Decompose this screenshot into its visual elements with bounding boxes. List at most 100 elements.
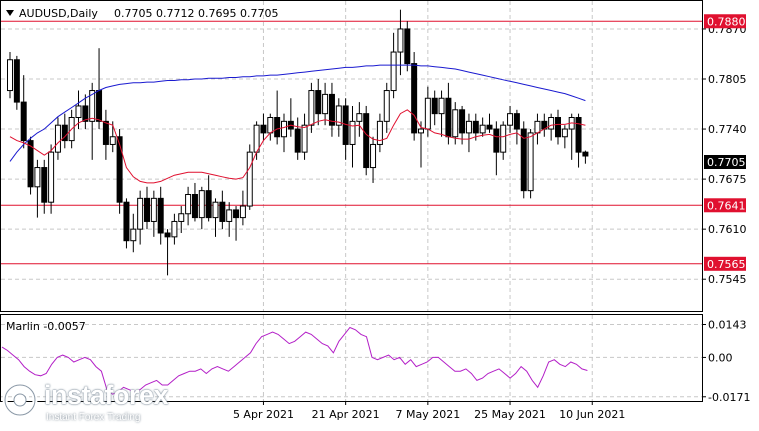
time-tick-label: 21 Apr 2021 xyxy=(312,408,380,421)
candle-bull xyxy=(335,105,342,126)
candle-bear xyxy=(233,209,240,219)
watermark-logo xyxy=(0,370,200,427)
time-axis: 5 Apr 2021 21 Apr 2021 7 May 2021 25 May 20… xyxy=(233,401,625,421)
candle-bull xyxy=(418,128,424,134)
candle-bull xyxy=(48,151,55,203)
time-tick-label: 7 May 2021 xyxy=(395,408,460,421)
candle-bear xyxy=(13,59,20,103)
level-tag-bg xyxy=(704,198,746,213)
candle-bull xyxy=(424,97,431,130)
price-tick-label: 0.7740 xyxy=(708,123,747,136)
indicator-grid xyxy=(1,324,702,398)
candle-bull xyxy=(267,117,274,134)
candle-bear xyxy=(431,97,438,115)
time-tick-label: 5 Apr 2021 xyxy=(233,408,294,421)
indicator-label: Marlin -0.0057 xyxy=(6,320,86,333)
candle-bear xyxy=(459,109,466,134)
candle-bull xyxy=(89,90,96,122)
candle-bull xyxy=(185,194,192,215)
candle-bull xyxy=(34,167,41,188)
candle-bear xyxy=(555,117,561,138)
candle-bull xyxy=(198,190,205,219)
level-tag-bg xyxy=(704,14,746,29)
current-price-tag: 0.7705 xyxy=(707,156,746,169)
candle-bear xyxy=(404,28,411,65)
price-tick-label: 0.7675 xyxy=(708,173,747,186)
candle-bear xyxy=(61,124,68,142)
candle-bull xyxy=(390,51,397,92)
indicator-tick-label: 0.0143 xyxy=(708,319,747,332)
candle-bull xyxy=(561,128,568,138)
candle-bull xyxy=(383,90,390,122)
candle-bull xyxy=(150,197,157,222)
symbol-label: AUDUSD,Daily xyxy=(19,7,98,20)
indicator-tick-label: -0.0171 xyxy=(708,391,750,404)
candle-bull xyxy=(281,120,287,138)
level-tag-bg xyxy=(704,256,746,271)
candle-bull xyxy=(438,97,445,115)
candle-bear xyxy=(41,167,48,203)
candle-bear xyxy=(363,113,370,169)
candle-bear xyxy=(274,117,281,138)
level-tag-label: 0.7565 xyxy=(707,258,746,271)
candle-bear xyxy=(582,151,589,157)
candle-bear xyxy=(513,113,520,130)
candle-bull xyxy=(534,120,541,134)
candle-bear xyxy=(575,117,582,153)
price-tick-label: 0.7610 xyxy=(708,223,747,236)
candle-bear xyxy=(27,140,34,188)
marlin-line xyxy=(1,326,588,395)
candle-bull xyxy=(397,28,404,53)
candle-bear xyxy=(191,194,198,219)
candle-bull xyxy=(178,213,185,222)
ohlc-label: 0.7705 0.7712 0.7695 0.7705 xyxy=(114,7,278,20)
candle-bear xyxy=(123,201,130,242)
candle-bear xyxy=(219,201,226,222)
candle-bull xyxy=(322,93,329,115)
level-tag-label: 0.7641 xyxy=(707,199,746,212)
candle-bear xyxy=(144,197,150,222)
candle-bear xyxy=(102,120,109,145)
ma-slow-line xyxy=(9,64,586,162)
candle-bear xyxy=(260,124,267,134)
candle-bear xyxy=(445,97,452,138)
candle-bear xyxy=(82,105,89,122)
candle-bull xyxy=(7,59,13,92)
current-price-tag-bg xyxy=(704,155,746,169)
candle-bull xyxy=(212,201,219,219)
candle-bear xyxy=(486,124,493,130)
candle-bear xyxy=(411,63,418,134)
candle-bear xyxy=(294,128,301,153)
candle-bull xyxy=(465,120,472,134)
candle-bull xyxy=(226,209,233,222)
candle-bull xyxy=(500,124,507,153)
price-tick-label: 0.7545 xyxy=(708,273,747,286)
collapse-triangle-icon[interactable] xyxy=(6,10,14,16)
candle-bull xyxy=(137,197,144,230)
candle-bull xyxy=(479,124,486,134)
candle-bear xyxy=(96,90,103,122)
candle-bear xyxy=(520,128,527,192)
watermark-tagline: Instant Forex Trading xyxy=(46,412,141,423)
candle-bull xyxy=(109,136,116,145)
indicator-pane-frame xyxy=(0,314,703,402)
candle-bear xyxy=(116,136,123,203)
candle-bull xyxy=(507,113,514,126)
candle-bull xyxy=(308,90,315,126)
candle-bull xyxy=(54,124,61,153)
watermark-brand: instaforex xyxy=(44,380,169,410)
candle-bull xyxy=(376,120,383,145)
candle-bull xyxy=(239,205,246,219)
candle-bear xyxy=(20,101,27,142)
instaforex-logo-icon xyxy=(2,382,38,418)
horizontal-levels xyxy=(1,20,702,265)
candle-bull xyxy=(349,120,356,145)
time-tick-label: 25 May 2021 xyxy=(474,408,546,421)
candle-bear xyxy=(315,90,322,115)
candle-bear xyxy=(493,128,500,153)
candle-bull xyxy=(253,124,260,153)
candle-bull xyxy=(356,113,363,122)
candle-bull xyxy=(301,124,308,153)
